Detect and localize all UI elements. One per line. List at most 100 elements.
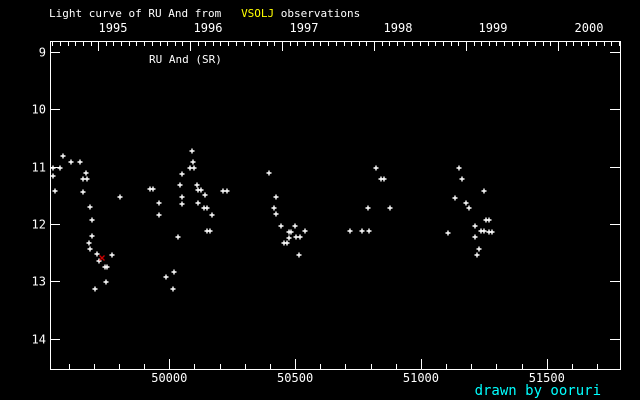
data-point xyxy=(486,217,492,223)
chart-title-source: VSOLJ xyxy=(241,7,275,20)
data-point xyxy=(271,205,277,211)
data-point xyxy=(273,211,279,217)
data-point xyxy=(194,182,200,188)
year-label: 1997 xyxy=(290,21,319,35)
data-point xyxy=(94,251,100,257)
data-point xyxy=(204,205,210,211)
data-point xyxy=(347,228,353,234)
data-point xyxy=(452,195,458,201)
data-point xyxy=(481,188,487,194)
data-point xyxy=(87,204,93,210)
y-tick-label: 10 xyxy=(32,103,46,117)
data-point xyxy=(466,205,472,211)
data-point xyxy=(359,228,365,234)
y-tick-label: 12 xyxy=(32,218,46,232)
data-point xyxy=(472,223,478,229)
axis-tick-labels: 9 10 11 12 13 14 50000 50500 51000 51500 1995 1996 1… xyxy=(32,21,604,385)
data-point xyxy=(150,186,156,192)
year-label: 1999 xyxy=(479,21,508,35)
data-point xyxy=(86,240,92,246)
data-point xyxy=(156,200,162,206)
object-label: RU And (SR) xyxy=(149,53,222,66)
chart-title-suffix: observations xyxy=(274,7,361,20)
y-tick-label: 11 xyxy=(32,161,46,175)
data-point xyxy=(68,159,74,165)
y-tick-label: 14 xyxy=(32,333,46,347)
data-point xyxy=(104,264,110,270)
data-point xyxy=(365,205,371,211)
year-label: 1998 xyxy=(384,21,413,35)
plot-axes xyxy=(50,41,621,370)
credit-text: drawn by ooruri xyxy=(474,383,601,399)
data-point xyxy=(163,274,169,280)
x-tick-label: 50500 xyxy=(277,371,313,385)
data-point xyxy=(302,228,308,234)
data-point xyxy=(207,228,213,234)
data-point xyxy=(189,148,195,154)
data-point xyxy=(489,229,495,235)
special-data-point xyxy=(99,255,105,261)
chart-title-prefix: Light curve of RU And from xyxy=(49,7,242,20)
x-tick-label: 51000 xyxy=(403,371,439,385)
data-point xyxy=(481,228,487,234)
data-point xyxy=(89,233,95,239)
data-points xyxy=(50,148,495,292)
year-label: 1996 xyxy=(194,21,223,35)
data-point xyxy=(195,200,201,206)
data-point xyxy=(179,201,185,207)
data-point xyxy=(224,188,230,194)
y-tick-label: 13 xyxy=(32,275,46,289)
data-point xyxy=(103,279,109,285)
data-point xyxy=(284,240,290,246)
data-point xyxy=(89,217,95,223)
data-point xyxy=(171,269,177,275)
data-point xyxy=(381,176,387,182)
data-point xyxy=(170,286,176,292)
data-point xyxy=(273,194,279,200)
data-point xyxy=(202,192,208,198)
data-point xyxy=(191,165,197,171)
data-point xyxy=(117,194,123,200)
data-point xyxy=(266,170,272,176)
data-point xyxy=(292,223,298,229)
data-point xyxy=(175,234,181,240)
data-point xyxy=(92,286,98,292)
data-point xyxy=(57,165,63,171)
data-point xyxy=(366,228,372,234)
data-point xyxy=(87,246,93,252)
data-point xyxy=(296,252,302,258)
data-point xyxy=(50,173,56,179)
data-point xyxy=(60,153,66,159)
data-point xyxy=(179,194,185,200)
data-point xyxy=(84,176,90,182)
x-tick-label: 51500 xyxy=(529,371,565,385)
data-point xyxy=(179,171,185,177)
data-point xyxy=(177,182,183,188)
data-point xyxy=(373,165,379,171)
data-point xyxy=(190,159,196,165)
data-point xyxy=(456,165,462,171)
data-point xyxy=(463,200,469,206)
data-point xyxy=(278,223,284,229)
data-point xyxy=(286,235,292,241)
data-point xyxy=(387,205,393,211)
data-point xyxy=(77,159,83,165)
data-point xyxy=(50,165,56,171)
year-label: 1995 xyxy=(99,21,128,35)
data-point xyxy=(476,246,482,252)
plot-frame xyxy=(50,41,621,370)
data-point xyxy=(445,230,451,236)
year-label: 2000 xyxy=(575,21,604,35)
data-point xyxy=(459,176,465,182)
data-point xyxy=(83,170,89,176)
chart-title: Light curve of RU And from VSOLJ observa… xyxy=(49,8,360,19)
data-point xyxy=(156,212,162,218)
data-point xyxy=(474,252,480,258)
data-point xyxy=(52,188,58,194)
data-point xyxy=(209,212,215,218)
data-point xyxy=(288,229,294,235)
data-point xyxy=(109,252,115,258)
y-tick-label: 9 xyxy=(39,46,46,60)
